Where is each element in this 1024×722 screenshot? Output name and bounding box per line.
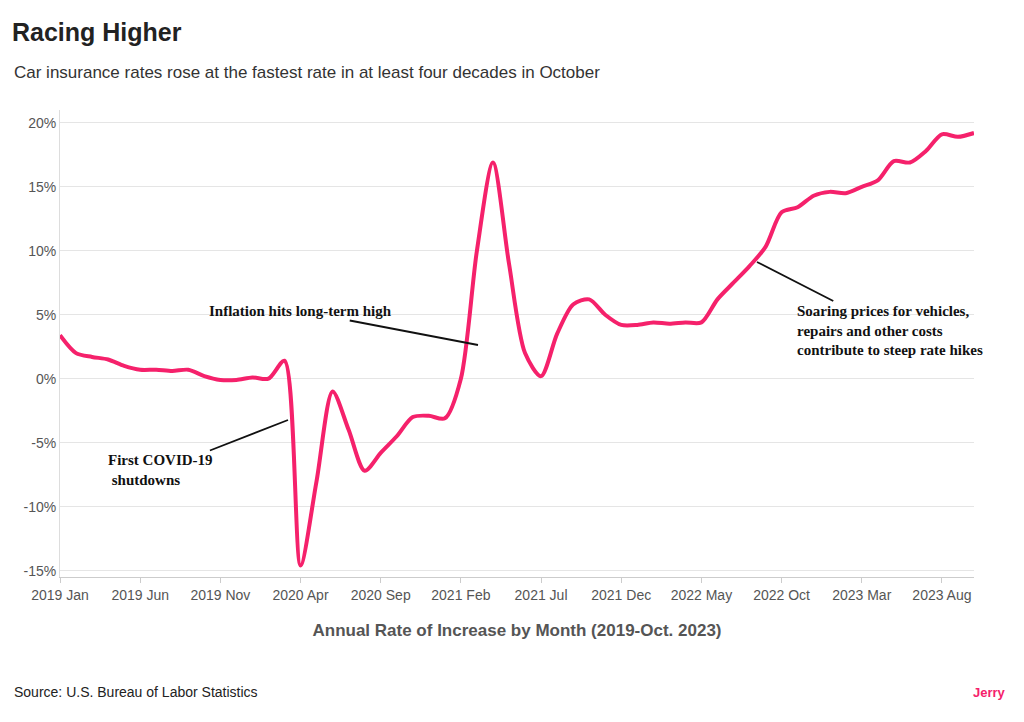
svg-text:2021 Jul: 2021 Jul [515, 587, 568, 603]
svg-text:2023 Aug: 2023 Aug [912, 587, 971, 603]
svg-text:Jerry: Jerry [973, 685, 1006, 700]
svg-text:10%: 10% [28, 243, 56, 259]
svg-text:Soaring prices for vehicles,re: Soaring prices for vehicles,repairs and … [797, 303, 983, 358]
svg-text:Car insurance rates rose at th: Car insurance rates rose at the fastest … [14, 63, 600, 82]
svg-text:0%: 0% [36, 371, 56, 387]
svg-text:-15%: -15% [24, 563, 57, 579]
svg-text:Source: U.S. Bureau of Labor S: Source: U.S. Bureau of Labor Statistics [14, 684, 258, 700]
svg-text:2021 Feb: 2021 Feb [431, 587, 490, 603]
svg-text:2020 Sep: 2020 Sep [351, 587, 411, 603]
svg-text:2019 Jan: 2019 Jan [31, 587, 89, 603]
svg-text:2022 Oct: 2022 Oct [753, 587, 810, 603]
svg-text:2019 Jun: 2019 Jun [111, 587, 169, 603]
svg-text:-5%: -5% [31, 435, 56, 451]
svg-text:2021 Dec: 2021 Dec [591, 587, 651, 603]
svg-text:Annual Rate of Increase by Mon: Annual Rate of Increase by Month (2019-O… [312, 621, 721, 640]
svg-text:2023 Mar: 2023 Mar [832, 587, 891, 603]
svg-text:20%: 20% [28, 115, 56, 131]
svg-text:5%: 5% [36, 307, 56, 323]
svg-text:2020 Apr: 2020 Apr [272, 587, 328, 603]
svg-text:2019 Nov: 2019 Nov [190, 587, 250, 603]
svg-text:First COVID-19 shutdowns: First COVID-19 shutdowns [108, 452, 213, 488]
svg-text:2022 May: 2022 May [671, 587, 732, 603]
svg-text:-10%: -10% [24, 499, 57, 515]
svg-text:15%: 15% [28, 179, 56, 195]
svg-text:Racing Higher: Racing Higher [12, 18, 182, 46]
svg-text:Inflation hits long-term high: Inflation hits long-term high [209, 303, 392, 319]
